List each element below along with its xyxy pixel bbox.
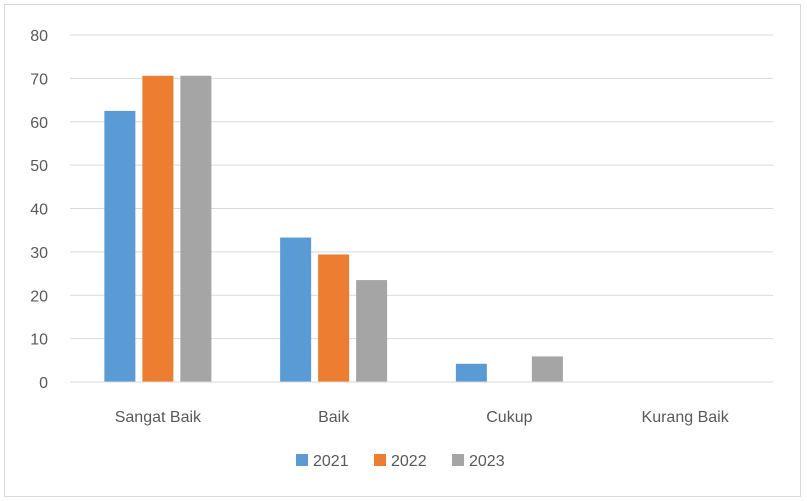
legend-swatch xyxy=(296,454,308,466)
bar-2023-baik xyxy=(356,280,388,382)
y-tick-label: 50 xyxy=(30,158,48,175)
x-axis-ticks: Sangat Baik Baik Cukup Kurang Baik xyxy=(115,409,730,426)
bar-2021-cukup xyxy=(455,363,487,382)
x-tick-label: Baik xyxy=(318,409,350,426)
bar-2023-cukup xyxy=(531,356,563,382)
y-tick-label: 0 xyxy=(39,375,48,392)
y-tick-label: 40 xyxy=(30,202,48,219)
gridlines xyxy=(70,34,773,340)
chart-frame xyxy=(4,4,801,497)
legend-swatch xyxy=(374,454,386,466)
y-tick-label: 80 xyxy=(30,28,48,45)
legend-label: 2022 xyxy=(391,453,427,470)
y-tick-label: 10 xyxy=(30,332,48,349)
legend: 2021 2022 2023 xyxy=(296,453,505,470)
x-tick-label: Kurang Baik xyxy=(642,409,730,426)
bars xyxy=(104,75,563,383)
y-tick-label: 20 xyxy=(30,288,48,305)
legend-label: 2021 xyxy=(313,453,349,470)
bar-2023-sangat-baik xyxy=(180,75,212,383)
y-tick-label: 70 xyxy=(30,71,48,88)
legend-label: 2023 xyxy=(469,453,505,470)
x-tick-label: Sangat Baik xyxy=(115,409,202,426)
bar-2022-sangat-baik xyxy=(142,75,174,383)
legend-swatch xyxy=(452,454,464,466)
x-tick-label: Cukup xyxy=(486,409,532,426)
bar-2021-sangat-baik xyxy=(104,110,136,382)
y-tick-label: 60 xyxy=(30,115,48,132)
y-axis-ticks: 0 10 20 30 40 50 60 70 80 xyxy=(30,28,48,392)
y-tick-label: 30 xyxy=(30,245,48,262)
bar-2021-baik xyxy=(280,237,312,382)
bar-2022-baik xyxy=(318,254,350,382)
